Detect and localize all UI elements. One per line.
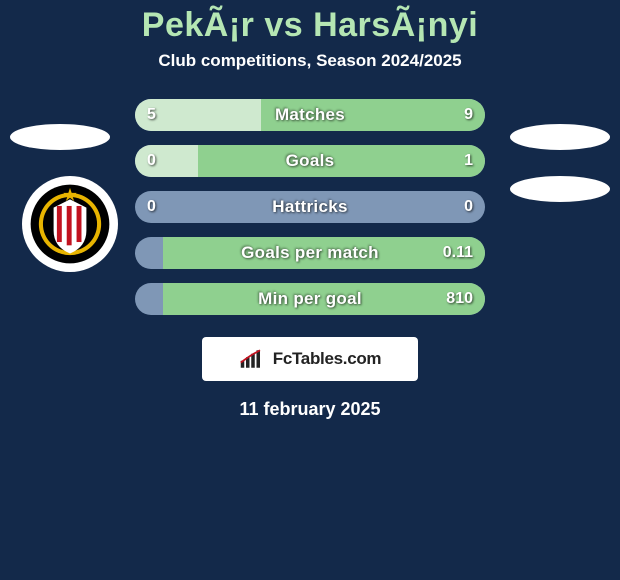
- stat-value-left: 0: [147, 145, 156, 177]
- stat-value-right: 810: [446, 283, 473, 315]
- stat-row: Goals0 1: [135, 145, 485, 177]
- stat-label: Min per goal: [135, 283, 485, 315]
- stat-label: Hattricks: [135, 191, 485, 223]
- bar-chart-icon: [239, 348, 267, 370]
- stat-row: Hattricks0 0: [135, 191, 485, 223]
- comparison-card: PekÃ¡r vs HarsÃ¡nyi Club competitions, S…: [0, 0, 620, 450]
- stat-row: Matches5 9: [135, 99, 485, 131]
- stat-label: Matches: [135, 99, 485, 131]
- branding-text: FcTables.com: [273, 349, 382, 369]
- page-title: PekÃ¡r vs HarsÃ¡nyi: [0, 6, 620, 45]
- stat-value-right: 0.11: [443, 237, 473, 269]
- stat-label: Goals per match: [135, 237, 485, 269]
- stat-label: Goals: [135, 145, 485, 177]
- stat-value-right: 9: [464, 99, 473, 131]
- stat-value-right: 1: [464, 145, 473, 177]
- stat-value-left: 0: [147, 191, 156, 223]
- stat-value-right: 0: [464, 191, 473, 223]
- stat-value-left: 5: [147, 99, 156, 131]
- stat-row: Min per goal810: [135, 283, 485, 315]
- branding-box: FcTables.com: [202, 337, 418, 381]
- page-subtitle: Club competitions, Season 2024/2025: [0, 51, 620, 71]
- stat-row: Goals per match0.11: [135, 237, 485, 269]
- snapshot-date: 11 february 2025: [0, 399, 620, 420]
- stats-rows: Matches59Goals01Hattricks00Goals per mat…: [0, 99, 620, 315]
